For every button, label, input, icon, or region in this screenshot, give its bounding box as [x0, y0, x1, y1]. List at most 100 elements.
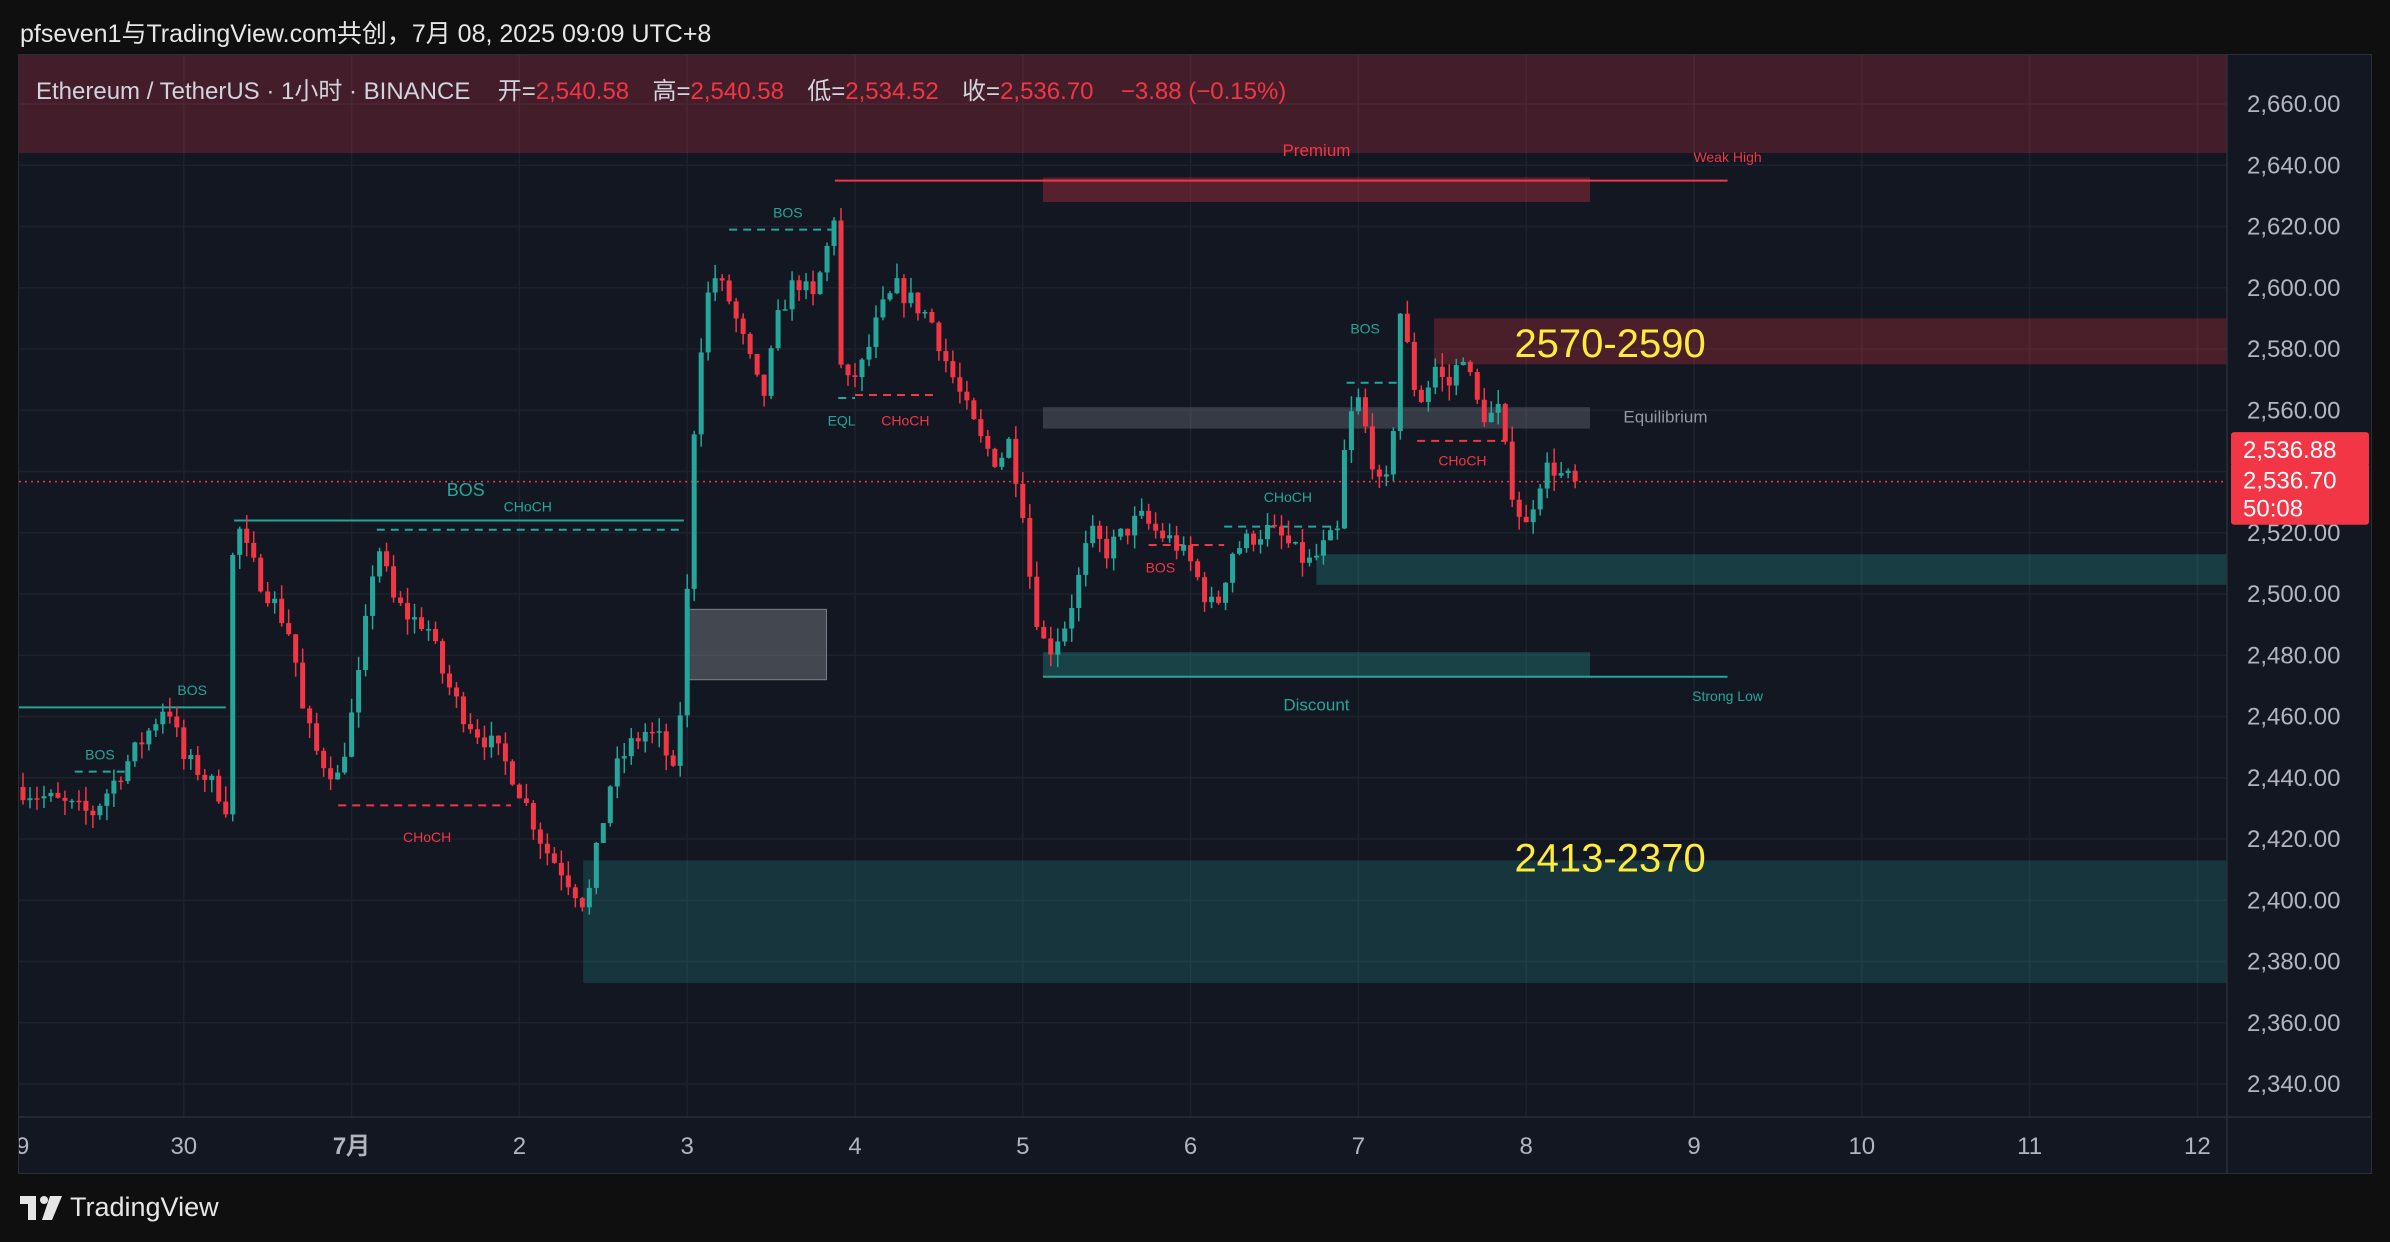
candle	[349, 698, 355, 758]
candle-body	[922, 311, 928, 314]
candle	[761, 374, 767, 407]
time-tick-label: 30	[170, 1133, 197, 1160]
candle-body	[1572, 470, 1578, 482]
candle-body	[817, 272, 823, 295]
candle-body	[153, 724, 159, 731]
candle-body	[1558, 473, 1564, 476]
candle	[1153, 512, 1159, 539]
candle	[1139, 498, 1145, 520]
candle	[649, 722, 655, 744]
candle	[1418, 385, 1424, 404]
candle-body	[1132, 515, 1138, 536]
candle-body	[1327, 530, 1333, 541]
tradingview-brand[interactable]: TradingView	[20, 1192, 219, 1223]
candle-body	[607, 786, 613, 824]
candle	[41, 785, 47, 808]
candle	[817, 270, 823, 295]
candle	[405, 587, 411, 635]
price-tick-label: 2,580.00	[2247, 336, 2340, 363]
candle	[1320, 529, 1326, 565]
candle-body	[223, 801, 229, 815]
candle	[1467, 360, 1473, 376]
candle	[1341, 439, 1347, 530]
legend-symbol[interactable]: Ethereum / TetherUS · 1小时 · BINANCE	[36, 78, 471, 105]
candle-body	[258, 557, 264, 592]
candle-body	[1209, 596, 1215, 603]
candle-body	[467, 724, 473, 730]
candle	[370, 565, 376, 630]
candle-body	[537, 829, 543, 844]
legend-close-label: 收=	[962, 78, 1001, 105]
candle-body	[453, 687, 459, 697]
candle-body	[433, 629, 438, 642]
structure-label: Weak High	[1693, 149, 1761, 165]
candle-body	[132, 742, 138, 762]
candle	[1383, 465, 1389, 487]
candle	[481, 725, 487, 760]
candle-body	[1551, 462, 1557, 476]
footer	[0, 1174, 2390, 1242]
candle-body	[1502, 403, 1508, 442]
candle	[1306, 549, 1312, 567]
candle	[1348, 396, 1354, 463]
structure-labels: Premium Weak High Equilibrium Discount Stron…	[85, 141, 1764, 845]
candle-body	[1153, 523, 1159, 531]
price-tick-label: 2,640.00	[2247, 152, 2340, 179]
candle-body	[481, 737, 487, 748]
candle-body	[733, 301, 739, 319]
candle-body	[999, 457, 1005, 467]
candle-body	[1369, 426, 1375, 470]
candle	[950, 350, 956, 384]
weak-high-block	[1042, 177, 1590, 202]
candle	[251, 531, 257, 562]
candle-body	[279, 598, 285, 624]
candle-body	[950, 361, 956, 378]
chart-frame[interactable]: Premium Weak High Equilibrium Discount Stron…	[18, 54, 2372, 1174]
candle-body	[419, 617, 425, 630]
time-tick-label: 7月	[333, 1133, 370, 1160]
candle-body	[586, 887, 592, 908]
candle-body	[349, 712, 355, 757]
structure-label: Strong Low	[1692, 688, 1764, 704]
candle	[1125, 528, 1131, 545]
structure-label: BOS	[773, 204, 803, 220]
candle	[607, 785, 613, 827]
candle-body	[146, 730, 152, 745]
candle	[628, 727, 634, 765]
structure-label: BOS	[1350, 321, 1380, 337]
candle	[1181, 536, 1187, 556]
candle-body	[1411, 341, 1417, 390]
candle	[1237, 541, 1243, 556]
candle	[62, 790, 68, 815]
candle-body	[412, 617, 418, 620]
candle	[209, 774, 215, 793]
candle-body	[1111, 536, 1117, 559]
tradingview-brand-text: TradingView	[70, 1192, 219, 1222]
candle-body	[1230, 553, 1236, 583]
candle-body	[572, 887, 578, 899]
candle	[356, 656, 362, 728]
candle	[1327, 525, 1333, 541]
candle-body	[880, 299, 886, 318]
candle	[495, 735, 501, 756]
candle	[1376, 464, 1382, 488]
candle	[1188, 536, 1194, 571]
candlestick-chart[interactable]: Premium Weak High Equilibrium Discount Stron…	[19, 55, 2372, 1174]
candle	[957, 362, 963, 404]
candle	[537, 822, 543, 859]
candle	[1355, 388, 1361, 415]
price-tick-label: 2,460.00	[2247, 704, 2340, 731]
candle-body	[1383, 474, 1389, 477]
candle-body	[887, 293, 893, 300]
candle	[684, 574, 690, 728]
candle	[104, 789, 110, 821]
candle	[985, 430, 991, 457]
candle	[1334, 520, 1340, 540]
candle-body	[1174, 535, 1180, 551]
candle-body	[1334, 528, 1340, 531]
price-tick-label: 2,600.00	[2247, 275, 2340, 302]
candle	[894, 263, 900, 295]
candle	[1523, 504, 1529, 523]
candle	[516, 783, 522, 799]
equilibrium-zone	[1042, 407, 1590, 429]
